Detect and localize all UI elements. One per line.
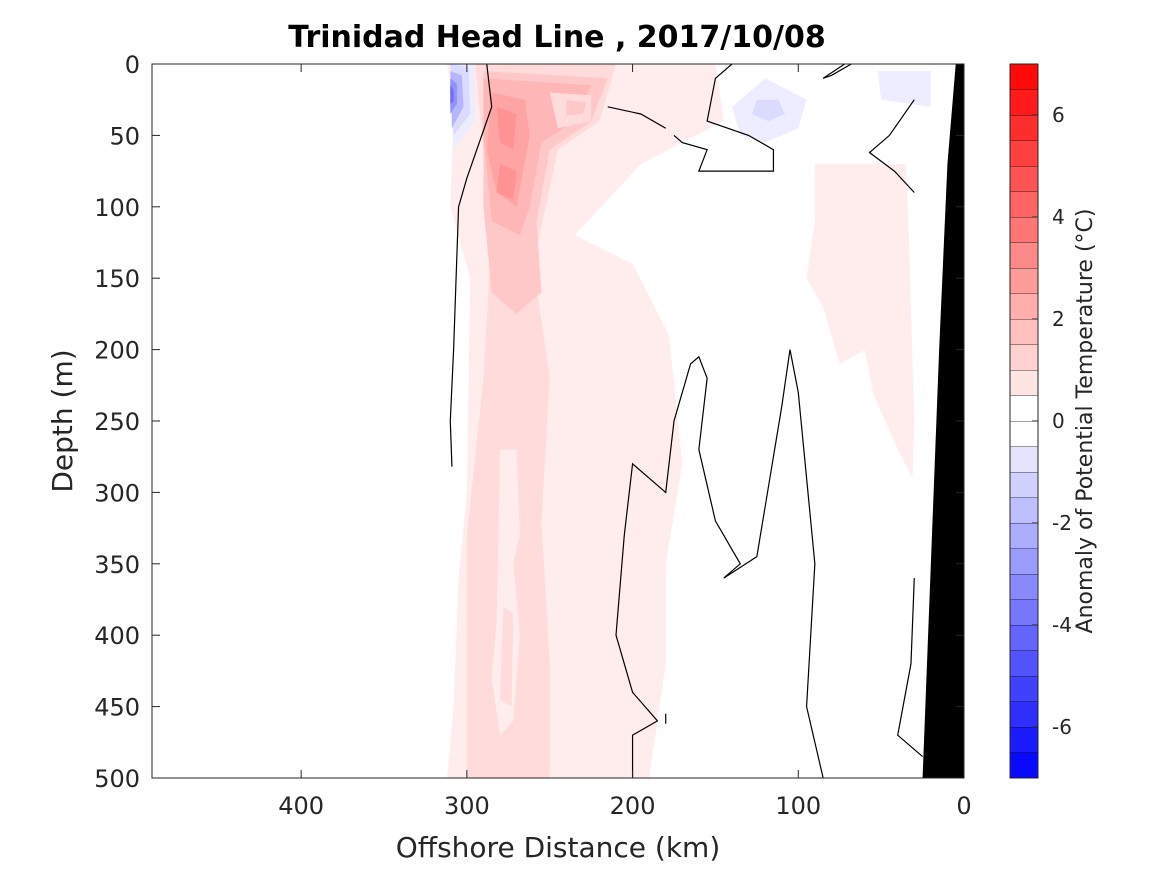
anomaly-region [486, 92, 530, 207]
colorbar-segment [1010, 625, 1038, 651]
zero-contour-line [449, 64, 493, 467]
zero-contour-line [607, 106, 667, 129]
colorbar-segment [1010, 115, 1038, 141]
colorbar-tick-label: 0 [1052, 409, 1065, 433]
colorbar-segment [1010, 446, 1038, 472]
colorbar-segment [1010, 701, 1038, 727]
seafloor-shape [922, 64, 964, 778]
anomaly-region [806, 163, 915, 479]
y-tick-label: 350 [94, 551, 140, 579]
colorbar-segment [1010, 293, 1038, 319]
y-tick-label: 100 [94, 194, 140, 222]
colorbar-segment [1010, 752, 1038, 778]
colorbar-segment [1010, 217, 1038, 243]
zero-contour-line [897, 578, 923, 758]
colorbar-segment [1010, 421, 1038, 447]
zero-contour-line [673, 64, 775, 172]
zero-contours [449, 64, 923, 778]
anomaly-region [500, 606, 514, 707]
anomaly-region [491, 449, 520, 736]
y-tick-label: 150 [94, 265, 140, 293]
y-tick-label: 200 [94, 337, 140, 365]
colorbar-segment [1010, 344, 1038, 370]
colorbar-segment [1010, 268, 1038, 294]
anomaly-region [450, 85, 454, 104]
y-tick-label: 300 [94, 479, 140, 507]
anomaly-fills [446, 64, 931, 778]
colorbar-segment [1010, 574, 1038, 600]
zero-contour-line [822, 64, 852, 79]
zero-contour-line [615, 349, 824, 778]
colorbar-segment [1010, 650, 1038, 676]
x-axis: 400 300 200 100 0 [278, 64, 972, 820]
y-tick-label: 250 [94, 408, 140, 436]
x-axis-title: Offshore Distance (km) [396, 831, 721, 864]
colorbar: 6 4 2 0 -2 -4 -6 [1009, 63, 1072, 779]
anomaly-region [877, 71, 931, 107]
y-tick-label: 0 [125, 51, 140, 79]
colorbar-tick-label: -4 [1052, 613, 1072, 637]
x-tick-label: 300 [444, 792, 490, 820]
colorbar-segment [1010, 548, 1038, 574]
colorbar-tick-label: 4 [1052, 205, 1065, 229]
plot-area: 400 300 200 100 0 0 50 100 150 200 250 300 350 400 45… [94, 51, 971, 820]
y-axis-title: Depth (m) [46, 349, 79, 492]
x-tick-label: 400 [278, 792, 324, 820]
colorbar-segment [1010, 140, 1038, 166]
colorbar-segment [1010, 89, 1038, 115]
colorbar-segment [1010, 599, 1038, 625]
zero-contour-line [868, 99, 915, 193]
colorbar-segment [1010, 497, 1038, 523]
colorbar-tick-label: 6 [1052, 103, 1065, 127]
colorbar-segment [1010, 727, 1038, 753]
colorbar-segment [1010, 676, 1038, 702]
colorbar-segment [1010, 523, 1038, 549]
chart-title: Trinidad Head Line , 2017/10/08 [288, 20, 825, 55]
anomaly-region [496, 163, 517, 200]
colorbar-segment [1010, 319, 1038, 345]
colorbar-segment [1010, 64, 1038, 90]
x-tick-label: 200 [610, 792, 656, 820]
anomaly-region [496, 106, 517, 150]
colorbar-segment [1010, 395, 1038, 421]
colorbar-tick-label: -2 [1052, 511, 1072, 535]
y-axis: 0 50 100 150 200 250 300 350 400 450 500 [94, 51, 964, 793]
colorbar-segment [1010, 370, 1038, 396]
colorbar-tick-label: -6 [1052, 715, 1072, 739]
y-tick-label: 50 [109, 122, 140, 150]
anomaly-region [751, 99, 786, 122]
anomaly-region [566, 99, 587, 116]
x-tick-label: 0 [956, 792, 971, 820]
y-tick-label: 450 [94, 694, 140, 722]
colorbar-title: Anomaly of Potential Temperature (°C) [1073, 209, 1098, 634]
bathymetry [922, 64, 964, 778]
colorbar-segment [1010, 242, 1038, 268]
colorbar-segment [1010, 166, 1038, 192]
colorbar-tick-label: 2 [1052, 307, 1065, 331]
x-tick-label: 100 [775, 792, 821, 820]
colorbar-segment [1010, 191, 1038, 217]
y-tick-label: 500 [94, 765, 140, 793]
y-tick-label: 400 [94, 622, 140, 650]
colorbar-segment [1010, 472, 1038, 498]
